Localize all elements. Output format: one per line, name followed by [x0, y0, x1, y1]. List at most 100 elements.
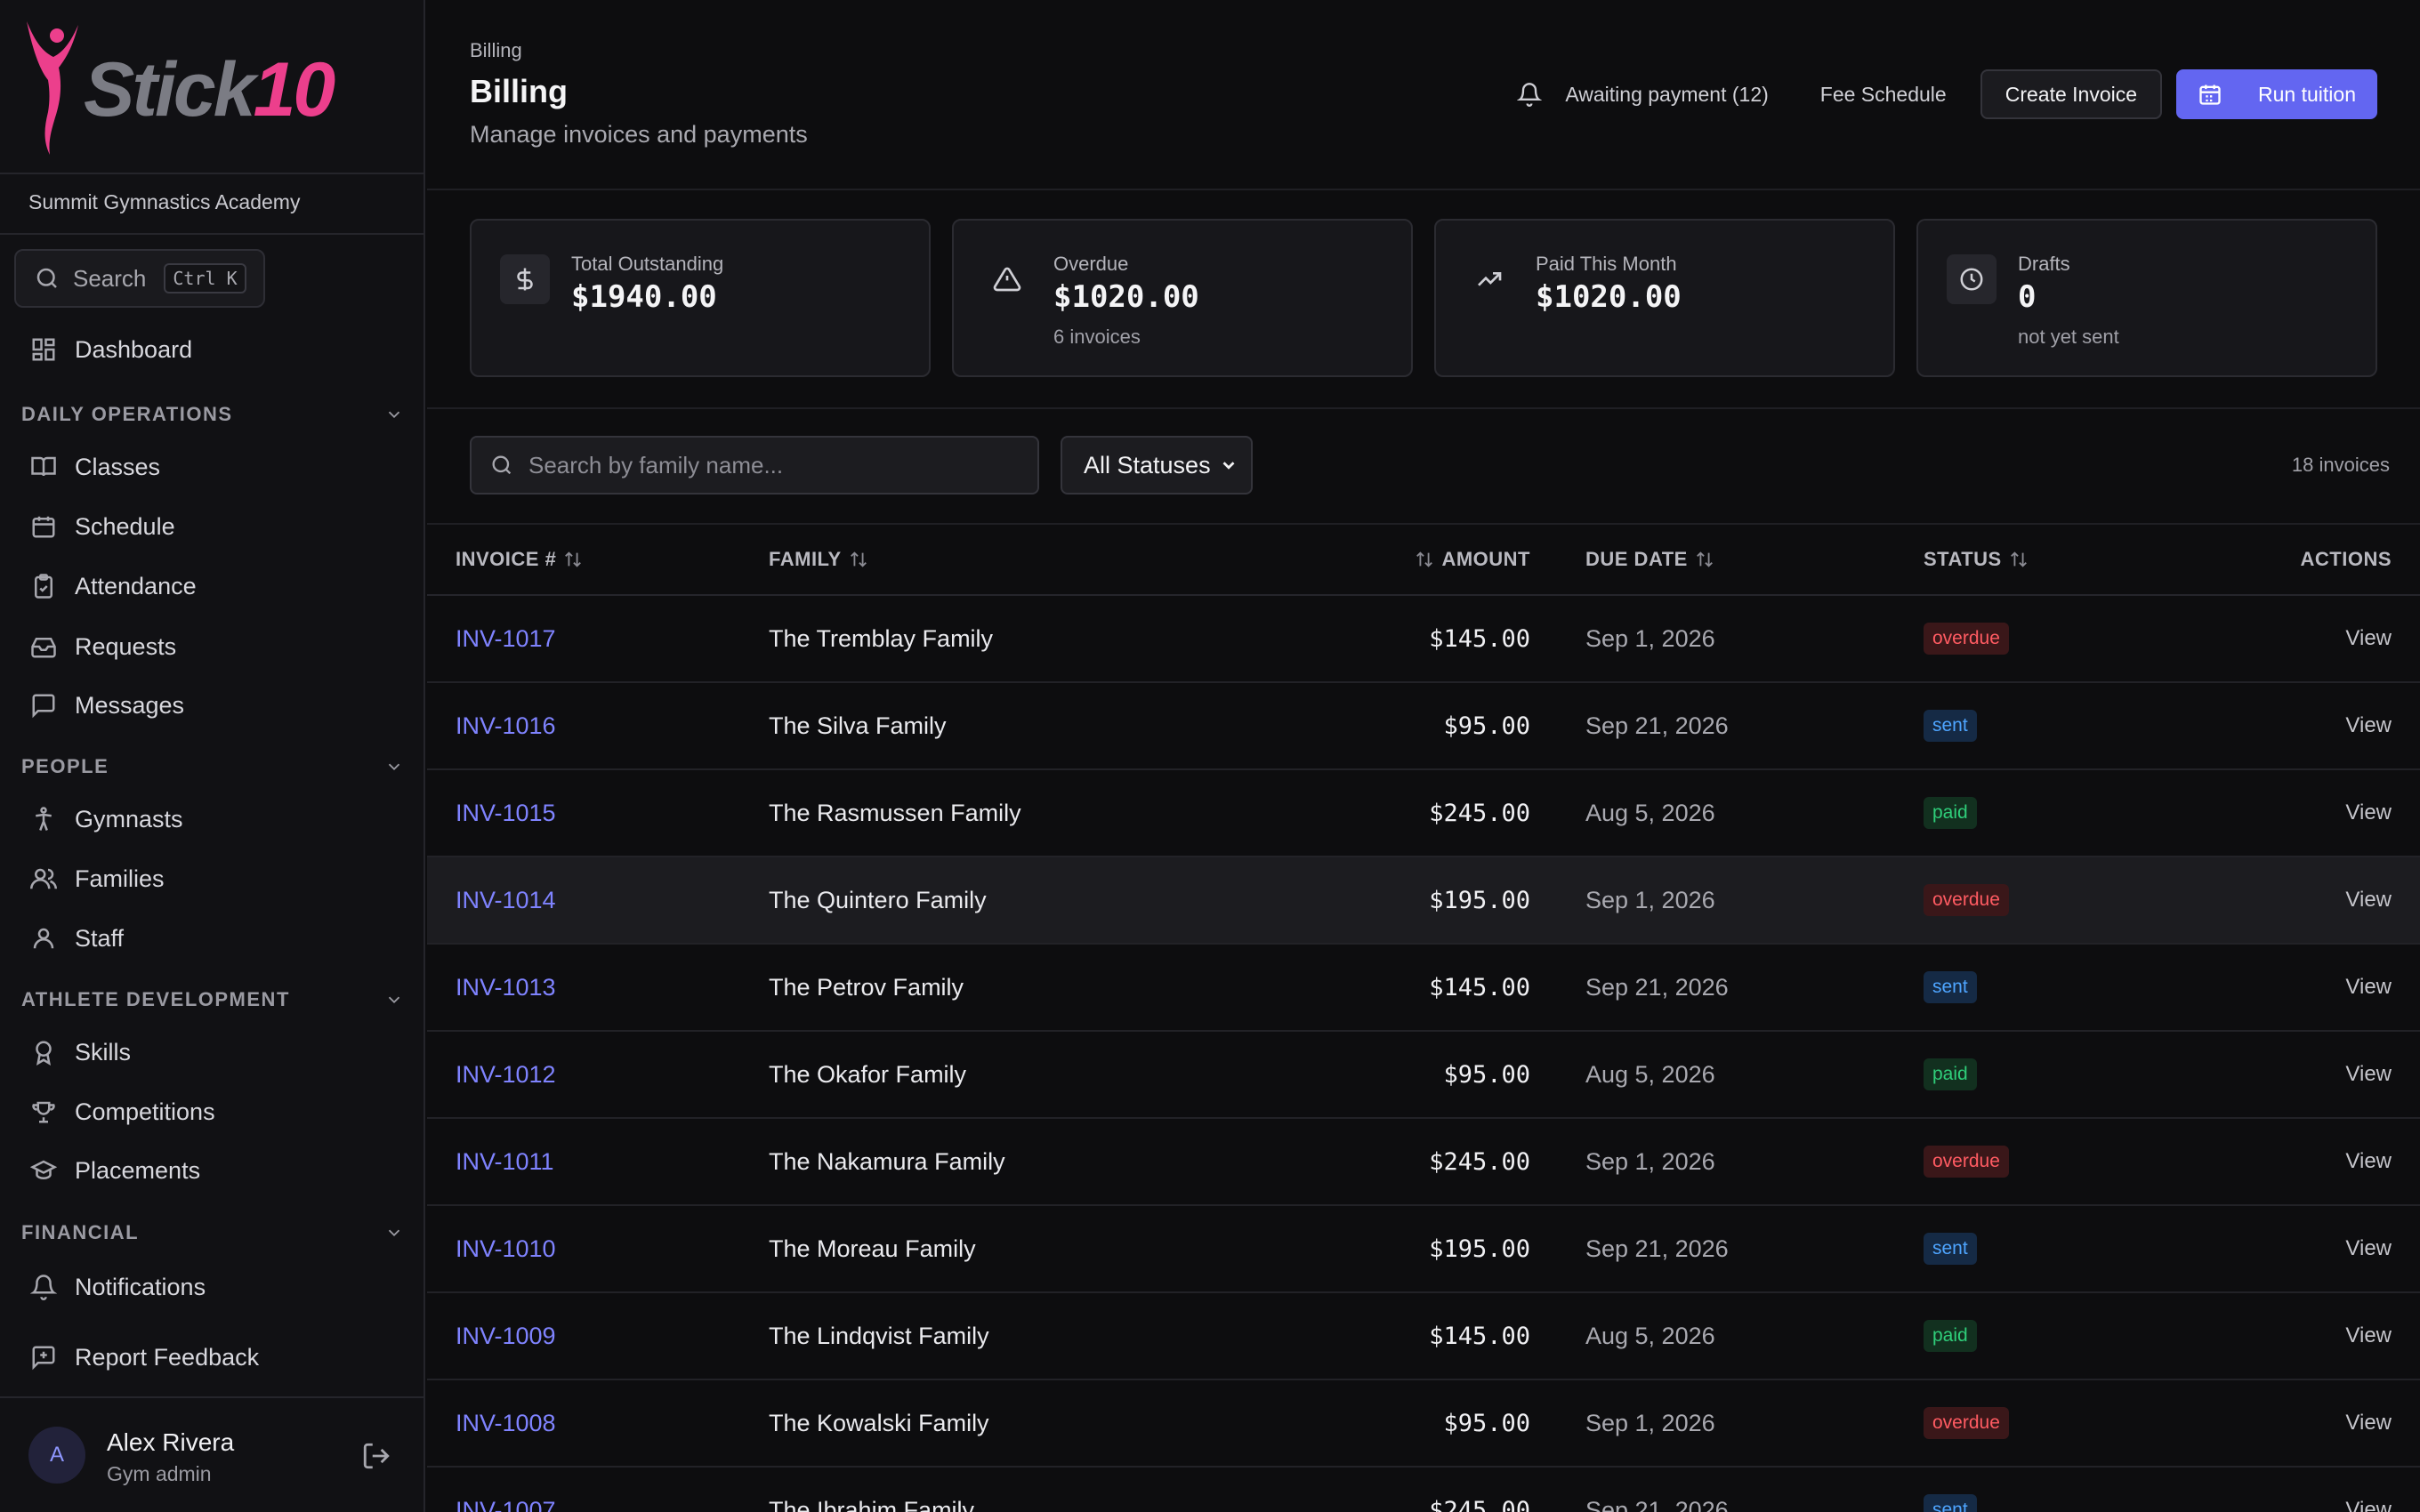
family-name: The Silva Family [769, 712, 947, 739]
stat-card-total-outstanding: Total Outstanding $1940.00 [470, 219, 931, 377]
invoice-amount: $95.00 [1443, 1060, 1530, 1089]
sidebar-item-competitions[interactable]: Competitions [30, 1090, 215, 1134]
breadcrumb[interactable]: Billing [470, 39, 522, 61]
invoice-link[interactable]: INV-1010 [456, 1235, 556, 1262]
avatar[interactable]: A [28, 1427, 85, 1484]
fee-schedule-button[interactable]: Fee Schedule [1819, 82, 1947, 106]
app-logo[interactable]: Stick10 [23, 16, 343, 158]
invoice-link[interactable]: INV-1008 [456, 1409, 556, 1436]
view-button[interactable]: View [2345, 1149, 2392, 1173]
sidebar-item-classes[interactable]: Classes [30, 445, 160, 489]
table-row[interactable]: INV-1013 The Petrov Family $145.00 Sep 2… [427, 945, 2420, 1032]
bell-icon [1517, 83, 1543, 107]
table-row[interactable]: INV-1008 The Kowalski Family $95.00 Sep … [427, 1380, 2420, 1468]
stat-value: $1020.00 [1536, 279, 1682, 315]
sidebar: Stick10 Summit Gymnastics Academy Search… [0, 0, 425, 1512]
invoice-link[interactable]: INV-1013 [456, 973, 556, 1001]
sidebar-item-label: Staff [75, 924, 125, 952]
column-header-invoice[interactable]: INVOICE # [456, 548, 583, 571]
view-button[interactable]: View [2345, 1498, 2392, 1512]
invoice-link[interactable]: INV-1017 [456, 624, 556, 652]
invoice-link[interactable]: INV-1012 [456, 1060, 556, 1088]
sidebar-item-label: Requests [75, 632, 177, 660]
invoice-amount: $245.00 [1429, 1496, 1530, 1512]
sidebar-item-gymnasts[interactable]: Gymnasts [30, 797, 183, 841]
section-people[interactable]: PEOPLE [21, 749, 404, 784]
status-badge: overdue [1924, 884, 2009, 916]
run-tuition-button[interactable]: Run tuition [2176, 69, 2377, 119]
sidebar-item-skills[interactable]: Skills [30, 1030, 131, 1074]
invoice-link[interactable]: INV-1014 [456, 886, 556, 913]
invoice-link[interactable]: INV-1011 [456, 1147, 554, 1175]
sidebar-item-requests[interactable]: Requests [30, 624, 176, 669]
invoice-link[interactable]: INV-1009 [456, 1322, 556, 1349]
section-financial[interactable]: FINANCIAL [21, 1215, 404, 1251]
due-date: Sep 1, 2026 [1585, 1409, 1715, 1436]
table-row[interactable]: INV-1014 The Quintero Family $195.00 Sep… [427, 857, 2420, 945]
awaiting-payment-label: Awaiting payment (12) [1565, 82, 1769, 106]
awaiting-payment-button[interactable]: Awaiting payment (12) [1499, 69, 1786, 119]
table-row[interactable]: INV-1015 The Rasmussen Family $245.00 Au… [427, 770, 2420, 857]
section-daily-operations[interactable]: DAILY OPERATIONS [21, 397, 404, 432]
invoice-link[interactable]: INV-1007 [456, 1496, 556, 1512]
column-header-actions: ACTIONS [2301, 548, 2392, 571]
column-header-due-date[interactable]: DUE DATE [1585, 548, 1714, 571]
view-button[interactable]: View [2345, 1236, 2392, 1260]
table-row[interactable]: INV-1017 The Tremblay Family $145.00 Sep… [427, 596, 2420, 683]
stat-note: 6 invoices [1053, 326, 1141, 348]
section-title: PEOPLE [21, 755, 109, 777]
sidebar-item-staff[interactable]: Staff [30, 916, 124, 961]
table-row[interactable]: INV-1016 The Silva Family $95.00 Sep 21,… [427, 683, 2420, 770]
global-search-button[interactable]: Search Ctrl K [14, 249, 265, 308]
trending-up-icon [1464, 254, 1514, 304]
view-button[interactable]: View [2345, 800, 2392, 824]
status-cell: paid [1924, 1293, 1977, 1379]
sidebar-item-label: Families [75, 865, 165, 892]
sidebar-item-schedule[interactable]: Schedule [30, 504, 175, 549]
family-search-field[interactable] [470, 436, 1039, 495]
column-header-family[interactable]: FAMILY [769, 548, 868, 571]
status-filter-select[interactable]: All Statuses [1061, 436, 1253, 495]
due-date: Sep 1, 2026 [1585, 1147, 1715, 1175]
sidebar-item-report-feedback[interactable]: Report Feedback [30, 1335, 259, 1379]
award-icon [36, 1041, 52, 1066]
family-search-input[interactable] [528, 451, 1027, 479]
table-row[interactable]: INV-1007 The Ibrahim Family $245.00 Sep … [427, 1468, 2420, 1512]
main-content: Billing Billing Manage invoices and paym… [427, 0, 2420, 1512]
invoice-link[interactable]: INV-1015 [456, 799, 556, 826]
view-button[interactable]: View [2345, 975, 2392, 999]
view-button[interactable]: View [2345, 1411, 2392, 1435]
invoice-amount: $195.00 [1429, 1235, 1530, 1263]
view-button[interactable]: View [2345, 1062, 2392, 1086]
dollar-icon [500, 254, 550, 304]
sidebar-item-label: Gymnasts [75, 805, 183, 832]
due-date: Aug 5, 2026 [1585, 799, 1715, 826]
stat-value: 0 [2018, 279, 2037, 315]
sidebar-item-notifications[interactable]: Notifications [30, 1265, 206, 1309]
view-button[interactable]: View [2345, 888, 2392, 912]
sort-icon [565, 551, 582, 567]
sidebar-item-attendance[interactable]: Attendance [30, 564, 197, 608]
view-button[interactable]: View [2345, 626, 2392, 650]
view-button[interactable]: View [2345, 713, 2392, 737]
sidebar-item-messages[interactable]: Messages [30, 683, 184, 728]
column-header-status[interactable]: STATUS [1924, 548, 2029, 571]
search-label: Search [73, 264, 147, 292]
table-row[interactable]: INV-1009 The Lindqvist Family $145.00 Au… [427, 1293, 2420, 1380]
logout-button[interactable] [361, 1441, 391, 1476]
section-athlete-development[interactable]: ATHLETE DEVELOPMENT [21, 982, 404, 1017]
view-button[interactable]: View [2345, 1323, 2392, 1347]
sidebar-item-placements[interactable]: Placements [30, 1148, 200, 1193]
column-header-amount[interactable]: AMOUNT [1415, 548, 1530, 571]
sidebar-item-families[interactable]: Families [30, 857, 165, 901]
status-badge: paid [1924, 1320, 1977, 1352]
header-actions: Awaiting payment (12) Fee Schedule Creat… [1499, 69, 2377, 119]
invoice-link[interactable]: INV-1016 [456, 712, 556, 739]
table-row[interactable]: INV-1011 The Nakamura Family $245.00 Sep… [427, 1119, 2420, 1206]
message-square-icon [32, 694, 55, 719]
status-cell: paid [1924, 1032, 1977, 1117]
sidebar-item-dashboard[interactable]: Dashboard [30, 327, 192, 372]
create-invoice-button[interactable]: Create Invoice [1980, 69, 2163, 119]
table-row[interactable]: INV-1012 The Okafor Family $95.00 Aug 5,… [427, 1032, 2420, 1119]
table-row[interactable]: INV-1010 The Moreau Family $195.00 Sep 2… [427, 1206, 2420, 1293]
